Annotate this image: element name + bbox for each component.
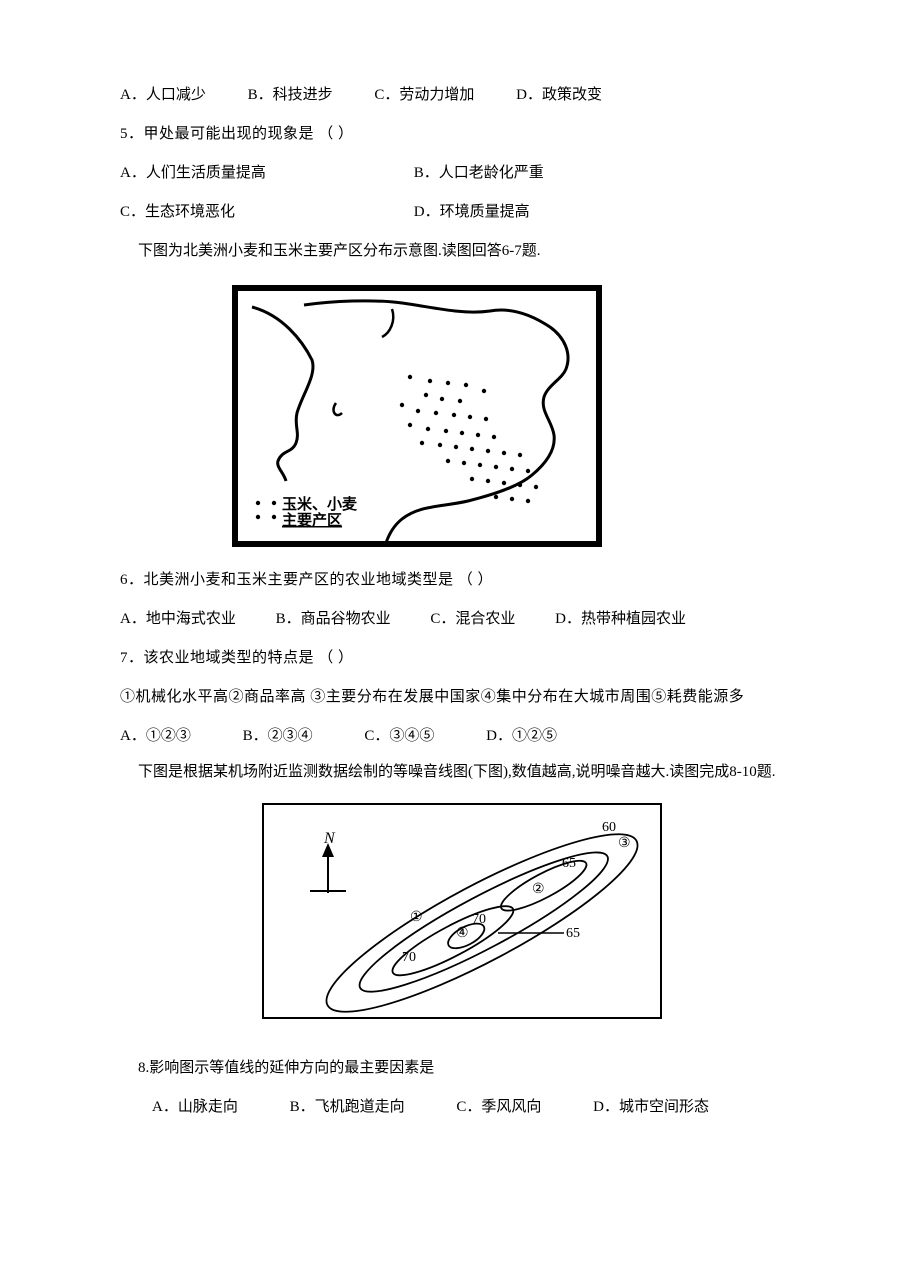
- q7-opt-c: C．③④⑤: [364, 717, 434, 756]
- q4-options: A．人口减少 B．科技进步 C．劳动力增加 D．政策改变: [120, 76, 848, 115]
- q7-detail: ①机械化水平高②商品率高 ③主要分布在发展中国家④集中分布在大城市周围⑤耗费能源…: [120, 678, 848, 717]
- figure-north-america: 玉米、小麦 主要产区: [232, 285, 848, 547]
- q6-opt-b: B．商品谷物农业: [276, 600, 391, 639]
- q5-options-row2: C．生态环境恶化 D．环境质量提高: [120, 193, 848, 232]
- q5-opt-d: D．环境质量提高: [414, 193, 530, 232]
- svg-text:70: 70: [402, 950, 416, 965]
- svg-text:①: ①: [410, 910, 423, 925]
- q8-opt-b: B．飞机跑道走向: [290, 1099, 405, 1115]
- q5-options-row1: A．人们生活质量提高 B．人口老龄化严重: [120, 154, 848, 193]
- q7-stem: 7．该农业地域类型的特点是 （ ）: [120, 639, 848, 678]
- svg-text:②: ②: [532, 882, 545, 897]
- north-label: N: [323, 830, 336, 847]
- svg-text:③: ③: [618, 836, 631, 851]
- q6-opt-d: D．热带种植园农业: [555, 600, 686, 639]
- q5-opt-a: A．人们生活质量提高: [120, 154, 410, 193]
- intro-8-10: 下图是根据某机场附近监测数据绘制的等噪音线图(下图),数值越高,说明噪音越大.读…: [120, 756, 848, 789]
- svg-text:65: 65: [562, 856, 576, 871]
- q7-options: A．①②③ B．②③④ C．③④⑤ D．①②⑤: [120, 717, 848, 756]
- intro-6-7: 下图为北美洲小麦和玉米主要产区分布示意图.读图回答6-7题.: [138, 232, 848, 271]
- svg-text:70: 70: [472, 912, 486, 927]
- q5-opt-c: C．生态环境恶化: [120, 193, 410, 232]
- q5-stem: 5．甲处最可能出现的现象是 （ ）: [120, 115, 848, 154]
- svg-text:60: 60: [602, 820, 616, 835]
- q8-opt-a: A．山脉走向: [152, 1099, 238, 1115]
- q8-opt-c: C．季风风向: [456, 1099, 541, 1115]
- q4-opt-c: C．劳动力增加: [374, 76, 474, 115]
- q4-opt-a: A．人口减少: [120, 76, 206, 115]
- svg-text:玉米、小麦: 玉米、小麦: [282, 495, 358, 513]
- q6-stem: 6．北美洲小麦和玉米主要产区的农业地域类型是 （ ）: [120, 561, 848, 600]
- q6-options: A．地中海式农业 B．商品谷物农业 C．混合农业 D．热带种植园农业: [120, 600, 848, 639]
- svg-text:主要产区: 主要产区: [282, 511, 342, 529]
- q4-opt-b: B．科技进步: [248, 76, 333, 115]
- q4-opt-d: D．政策改变: [516, 76, 602, 115]
- q8-opt-d: D．城市空间形态: [593, 1099, 709, 1115]
- q8-options: A．山脉走向 B．飞机跑道走向 C．季风风向 D．城市空间形态: [152, 1088, 848, 1127]
- q6-opt-c: C．混合农业: [430, 600, 515, 639]
- svg-text:④: ④: [456, 926, 469, 941]
- q6-opt-a: A．地中海式农业: [120, 600, 236, 639]
- q7-opt-a: A．①②③: [120, 717, 191, 756]
- q7-opt-d: D．①②⑤: [486, 717, 557, 756]
- q5-opt-b: B．人口老龄化严重: [414, 154, 544, 193]
- figure-noise-contour: N 60 ③ 65 ② 70 ① ④ 65 70: [262, 803, 848, 1035]
- svg-text:65: 65: [566, 926, 580, 941]
- q7-opt-b: B．②③④: [243, 717, 313, 756]
- q8-stem: 8.影响图示等值线的延伸方向的最主要因素是: [138, 1049, 848, 1088]
